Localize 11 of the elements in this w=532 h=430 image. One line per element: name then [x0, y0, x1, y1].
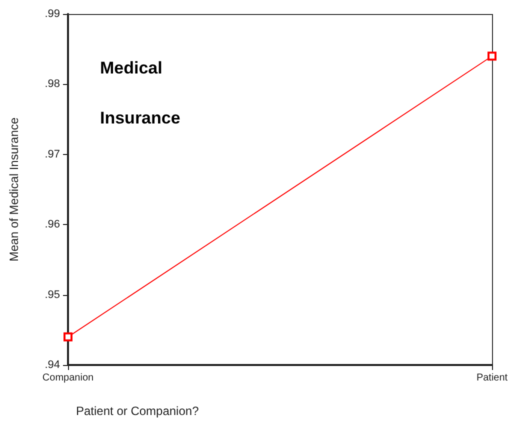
x-tick-label: Companion: [42, 372, 94, 384]
x-axis-title: Patient or Companion?: [76, 404, 200, 418]
y-tick-label: .96: [44, 218, 60, 231]
y-tick-label: .95: [44, 288, 60, 301]
y-tick-label: .94: [44, 359, 60, 371]
y-tick-label: .98: [44, 78, 60, 90]
y-tick-label: .97: [44, 148, 60, 160]
chart-title: Medical Insurance: [100, 58, 180, 128]
y-axis-title: Mean of Medical Insurance: [7, 117, 21, 262]
y-tick-label: .99: [44, 8, 60, 20]
x-tick-label: Patient: [476, 372, 508, 384]
